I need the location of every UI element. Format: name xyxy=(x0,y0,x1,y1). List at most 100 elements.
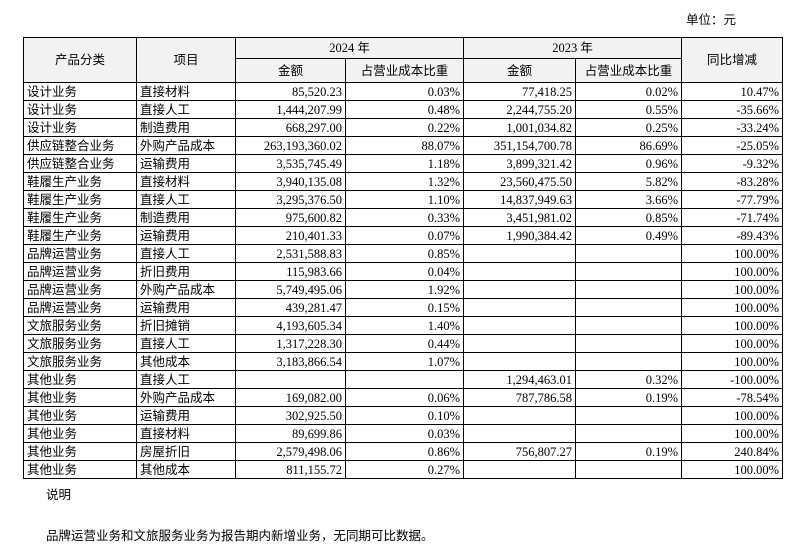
table-cell: 0.86% xyxy=(344,442,465,461)
table-cell: 文旅服务业务 xyxy=(23,352,137,371)
table-cell xyxy=(575,244,683,263)
table-cell: 89,699.86 xyxy=(235,424,346,443)
table-cell: 0.49% xyxy=(575,226,683,245)
table-cell: 外购产品成本 xyxy=(136,388,236,407)
table-cell: -83.28% xyxy=(681,172,784,191)
table-cell: 0.55% xyxy=(575,100,683,119)
table-cell: 0.44% xyxy=(344,334,465,353)
table-cell: 756,807.27 xyxy=(463,442,577,461)
table-cell: -33.24% xyxy=(681,118,784,137)
notes-label: 说明 xyxy=(46,488,72,502)
table-cell: 直接人工 xyxy=(136,190,236,209)
table-cell: 制造费用 xyxy=(136,208,236,227)
table-row: 供应链整合业务 运输费用 3,535,745.49 1.18% 3,899,321.42… xyxy=(23,154,784,173)
table-cell: 1.32% xyxy=(344,172,465,191)
table-cell: 运输费用 xyxy=(136,406,236,425)
table-row: 鞋履生产业务 直接人工 3,295,376.50 1.10% 14,837,949.63… xyxy=(23,190,784,209)
table-cell: 1.40% xyxy=(344,316,465,335)
table-cell: 0.03% xyxy=(344,82,465,101)
table-cell: 4,193,605.34 xyxy=(235,316,346,335)
table-row: 文旅服务业务 其他成本 3,183,866.54 1.07% 100.00% xyxy=(23,352,784,371)
table-row: 文旅服务业务 直接人工 1,317,228.30 0.44% 100.00% xyxy=(23,334,784,353)
table-cell: 外购产品成本 xyxy=(136,136,236,155)
table-cell: 直接材料 xyxy=(136,424,236,443)
header-cell: 金额 xyxy=(235,58,346,83)
table-cell: 3,295,376.50 xyxy=(235,190,346,209)
table-cell: 其他成本 xyxy=(136,352,236,371)
cost-table: 产品分类 项目 2024 年 2023 年 同比增减 金额 占营业成本比重 金额… xyxy=(23,37,784,479)
table-cell xyxy=(463,298,577,317)
table-cell: 85,520.23 xyxy=(235,82,346,101)
table-cell: 3,451,981.02 xyxy=(463,208,577,227)
header-cell: 同比增减 xyxy=(681,37,784,83)
unit-label: 单位：元 xyxy=(685,13,736,27)
table-row: 其他业务 直接人工 1,294,463.01 0.32% -100.00% xyxy=(23,370,784,389)
table-row: 其他业务 房屋折旧 2,579,498.06 0.86% 756,807.27 0.19%… xyxy=(23,442,784,461)
table-cell: 100.00% xyxy=(681,334,784,353)
table-cell: 0.02% xyxy=(575,82,683,101)
header-cell: 产品分类 xyxy=(23,37,137,83)
header-cell: 项目 xyxy=(136,37,236,83)
table-cell xyxy=(463,316,577,335)
table-cell: -78.54% xyxy=(681,388,784,407)
table-cell: 0.32% xyxy=(575,370,683,389)
table-cell: 鞋履生产业务 xyxy=(23,226,137,245)
table-cell: 1.92% xyxy=(344,280,465,299)
table-cell: 直接人工 xyxy=(136,370,236,389)
table-cell: 其他业务 xyxy=(23,442,137,461)
table-cell xyxy=(575,424,683,443)
table-cell: 3,535,745.49 xyxy=(235,154,346,173)
table-row: 鞋履生产业务 制造费用 975,600.82 0.33% 3,451,981.02 0.8… xyxy=(23,208,784,227)
table-cell: 787,786.58 xyxy=(463,388,577,407)
table-cell: 100.00% xyxy=(681,262,784,281)
table-row: 文旅服务业务 折旧摊销 4,193,605.34 1.40% 100.00% xyxy=(23,316,784,335)
table-cell: 100.00% xyxy=(681,406,784,425)
table-body: 设计业务 直接材料 85,520.23 0.03% 77,418.25 0.02% 10.4… xyxy=(23,82,784,479)
table-cell: 品牌运营业务 xyxy=(23,298,137,317)
table-cell: 0.85% xyxy=(344,244,465,263)
table-cell: 2,531,588.83 xyxy=(235,244,346,263)
table-cell xyxy=(575,406,683,425)
table-cell: 1.18% xyxy=(344,154,465,173)
table-row: 品牌运营业务 直接人工 2,531,588.83 0.85% 100.00% xyxy=(23,244,784,263)
header-cell: 金额 xyxy=(463,58,577,83)
table-cell: 0.96% xyxy=(575,154,683,173)
header-row: 金额 占营业成本比重 金额 占营业成本比重 xyxy=(24,58,783,83)
table-cell xyxy=(463,244,577,263)
table-cell xyxy=(575,262,683,281)
table-cell: 直接材料 xyxy=(136,172,236,191)
table-cell: 100.00% xyxy=(681,352,784,371)
table-cell: 外购产品成本 xyxy=(136,280,236,299)
table-cell: 100.00% xyxy=(681,298,784,317)
table-cell xyxy=(463,460,577,479)
table-cell: 其他业务 xyxy=(23,388,137,407)
table-cell: 其他业务 xyxy=(23,460,137,479)
table-cell: -35.66% xyxy=(681,100,784,119)
table-cell: -100.00% xyxy=(681,370,784,389)
table-cell: 23,560,475.50 xyxy=(463,172,577,191)
table-cell: 3.66% xyxy=(575,190,683,209)
table-cell: 文旅服务业务 xyxy=(23,334,137,353)
table-cell: 品牌运营业务 xyxy=(23,262,137,281)
table-cell: 100.00% xyxy=(681,316,784,335)
table-cell: -25.05% xyxy=(681,136,784,155)
table-cell: 0.48% xyxy=(344,100,465,119)
table-cell: 0.19% xyxy=(575,442,683,461)
table-cell: 其他业务 xyxy=(23,406,137,425)
header-cell: 占营业成本比重 xyxy=(344,58,465,83)
table-cell: 直接人工 xyxy=(136,100,236,119)
table-cell: 0.19% xyxy=(575,388,683,407)
table-cell: -89.43% xyxy=(681,226,784,245)
table-cell xyxy=(463,334,577,353)
table-cell: 10.47% xyxy=(681,82,784,101)
table-row: 鞋履生产业务 直接材料 3,940,135.08 1.32% 23,560,475.50… xyxy=(23,172,784,191)
table-row: 设计业务 制造费用 668,297.00 0.22% 1,001,034.82 0.25%… xyxy=(23,118,784,137)
table-cell xyxy=(575,298,683,317)
table-cell: 100.00% xyxy=(681,424,784,443)
table-cell: 0.15% xyxy=(344,298,465,317)
table-cell: 折旧摊销 xyxy=(136,316,236,335)
table-cell: 2,244,755.20 xyxy=(463,100,577,119)
table-cell xyxy=(463,406,577,425)
table-cell: -77.79% xyxy=(681,190,784,209)
